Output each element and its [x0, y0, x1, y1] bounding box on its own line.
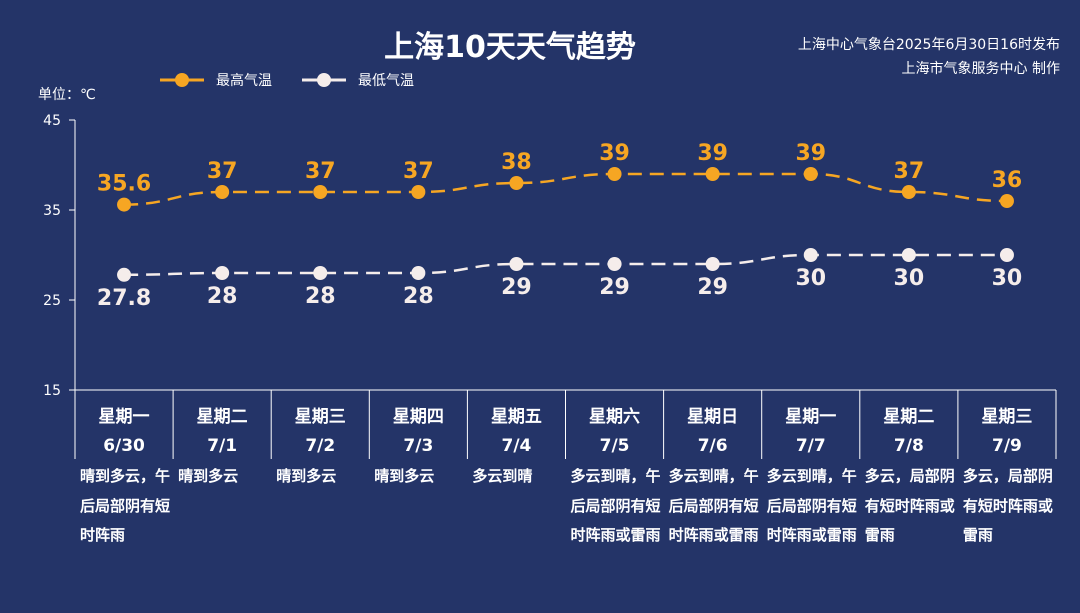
- data-point-high: [803, 167, 818, 181]
- y-tick-label: 35: [43, 203, 61, 219]
- chart-title: 上海10天天气趋势: [384, 30, 636, 65]
- data-point-low: [999, 248, 1014, 262]
- series-line-low: [124, 253, 1007, 277]
- data-point-low: [411, 266, 426, 280]
- data-label-high: 35.6: [97, 172, 151, 197]
- category-weekday: 星期三: [295, 407, 346, 427]
- series-line-high: [124, 172, 1007, 206]
- category-weekday: 星期二: [883, 407, 934, 427]
- issuer-line-2: 上海市气象服务中心 制作: [901, 61, 1060, 77]
- weather-description: 晴到多云: [374, 467, 435, 485]
- data-point-high: [509, 176, 524, 190]
- data-point-high: [705, 167, 720, 181]
- weather-description: 多云到晴: [472, 467, 533, 485]
- y-tick-label: 45: [43, 113, 61, 129]
- category-weekday: 星期六: [589, 406, 640, 427]
- legend-item-low: 最低气温: [302, 70, 414, 90]
- data-label-low: 30: [795, 266, 826, 291]
- category-weekday: 星期二: [197, 407, 248, 427]
- weather-description: 多云，局部阴有短时阵雨或雷雨: [962, 467, 1053, 544]
- category-weekday: 星期四: [393, 407, 444, 427]
- data-label-high: 38: [501, 150, 532, 175]
- data-label-low: 28: [207, 284, 238, 309]
- category-date: 7/6: [698, 436, 728, 456]
- data-label-high: 39: [795, 141, 826, 166]
- weather-description: 多云到晴，午后局部阴有短时阵雨或雷雨: [668, 467, 759, 544]
- legend-label-high: 最高气温: [216, 73, 272, 89]
- category-date: 7/3: [403, 436, 433, 456]
- data-point-high: [215, 185, 230, 199]
- category-date: 7/5: [600, 436, 630, 456]
- data-label-high: 39: [599, 141, 630, 166]
- data-point-high: [117, 197, 132, 212]
- legend-label-low: 最低气温: [358, 73, 414, 89]
- data-point-low: [313, 266, 328, 280]
- weather-description: 多云到晴，午后局部阴有短时阵雨或雷雨: [766, 467, 857, 544]
- data-label-low: 29: [599, 275, 630, 300]
- data-label-low: 30: [992, 266, 1023, 291]
- weather-description: 多云，局部阴有短时阵雨或雷雨: [864, 467, 955, 544]
- y-tick-label: 15: [43, 383, 61, 399]
- category-date: 7/8: [894, 436, 924, 456]
- issuer-line-1: 上海中心气象台2025年6月30日16时发布: [797, 37, 1060, 53]
- legend-item-high: 最高气温: [160, 70, 272, 90]
- category-date: 7/7: [796, 436, 826, 456]
- category-date: 7/9: [992, 436, 1022, 456]
- data-label-low: 30: [894, 266, 925, 291]
- data-point-low: [215, 266, 230, 280]
- issuer-info: 上海中心气象台2025年6月30日16时发布 上海市气象服务中心 制作: [798, 33, 1060, 81]
- data-label-low: 27.8: [97, 286, 151, 311]
- data-label-high: 37: [305, 159, 336, 184]
- weather-description: 多云到晴，午后局部阴有短时阵雨或雷雨: [570, 467, 661, 544]
- data-point-low: [901, 248, 916, 262]
- category-date: 7/2: [305, 436, 335, 456]
- data-point-low: [803, 248, 818, 262]
- weather-description: 晴到多云: [276, 467, 337, 485]
- unit-label: 单位：℃: [38, 87, 96, 103]
- data-label-high: 39: [697, 141, 728, 166]
- data-label-low: 28: [403, 284, 434, 309]
- category-weekday: 星期一: [785, 407, 836, 427]
- category-date: 6/30: [103, 436, 145, 456]
- data-label-low: 28: [305, 284, 336, 309]
- category-weekday: 星期五: [491, 407, 542, 427]
- data-label-low: 29: [501, 275, 532, 300]
- data-label-high: 37: [403, 159, 434, 184]
- data-point-high: [411, 185, 426, 199]
- data-point-low: [607, 257, 622, 271]
- data-point-low: [705, 257, 720, 271]
- data-label-high: 36: [992, 168, 1023, 193]
- legend-swatch-low: [302, 73, 346, 87]
- legend-swatch-high: [160, 73, 204, 87]
- category-weekday: 星期一: [99, 407, 150, 427]
- weather-description: 晴到多云: [178, 467, 239, 485]
- data-point-high: [999, 194, 1014, 208]
- data-label-low: 29: [697, 275, 728, 300]
- data-point-low: [117, 267, 132, 282]
- data-label-high: 37: [207, 159, 238, 184]
- data-point-high: [901, 185, 916, 199]
- data-point-high: [607, 167, 622, 181]
- data-point-low: [509, 257, 524, 271]
- category-weekday: 星期日: [687, 407, 738, 427]
- y-tick-label: 25: [43, 293, 61, 309]
- category-date: 7/4: [502, 436, 532, 456]
- category-weekday: 星期三: [981, 407, 1032, 427]
- legend: 最高气温 最低气温: [160, 70, 444, 90]
- weather-description: 晴到多云，午后局部阴有短时阵雨: [80, 467, 171, 544]
- data-point-high: [313, 185, 328, 199]
- data-label-high: 37: [894, 159, 925, 184]
- category-date: 7/1: [207, 436, 237, 456]
